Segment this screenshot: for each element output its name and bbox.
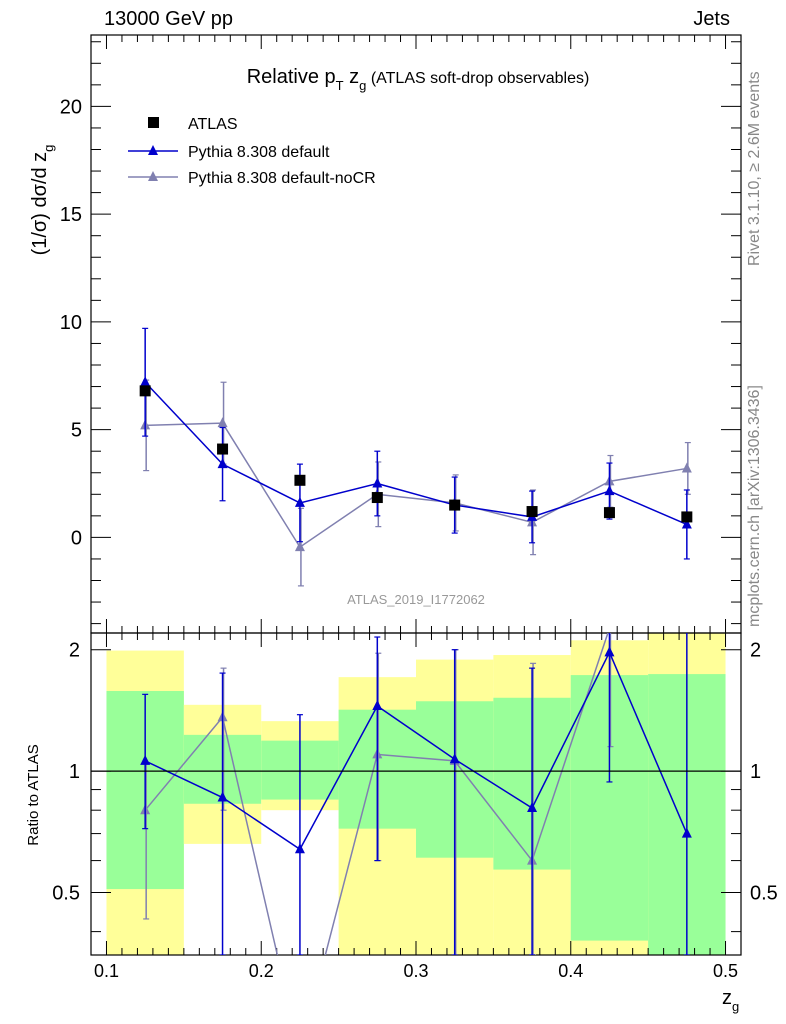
ratio-series (140, 622, 692, 955)
legend-marker-atlas (148, 117, 159, 128)
point-pythia-default (294, 496, 305, 507)
mcplots-label: mcplots.cern.ch [arXiv:1306.3436] (746, 385, 763, 627)
x-tick-label: 0.3 (403, 961, 428, 981)
y-tick-label: 15 (60, 204, 82, 226)
x-axis-label: zg (722, 987, 739, 1014)
legend-label-atlas: ATLAS (188, 116, 238, 133)
main-series (139, 327, 693, 587)
legend-marker-pythia-default (148, 145, 158, 155)
point-atlas (371, 492, 383, 504)
legend-label-pythia-nocr: Pythia 8.308 default-noCR (188, 170, 376, 187)
x-tick-label: 0.5 (713, 961, 738, 981)
y-tick-label: 5 (71, 420, 82, 442)
ratio-point-pythia-nocr (604, 622, 614, 632)
ratio-y-tick-label: 0.5 (52, 883, 80, 905)
ratio-point-pythia-default (527, 802, 538, 813)
legend-marker-pythia-nocr (148, 171, 158, 181)
ratio-y-tick-label: 2 (69, 640, 80, 662)
point-atlas (139, 385, 151, 397)
point-atlas (603, 507, 615, 519)
y-tick-label: 0 (71, 527, 82, 549)
ratio-uncertainty-bands (106, 633, 726, 955)
point-atlas (526, 506, 538, 518)
point-pythia-default (217, 458, 228, 469)
point-atlas (681, 511, 693, 523)
point-pythia-default (140, 376, 151, 387)
point-pythia-nocr (681, 462, 692, 473)
x-tick-label: 0.1 (94, 961, 119, 981)
header-right-label: Jets (693, 8, 730, 30)
ratio-line-pythia-nocr (144, 633, 609, 955)
ratio-y-tick-label-right: 0.5 (750, 883, 778, 905)
point-pythia-default (681, 518, 692, 529)
point-atlas (294, 474, 306, 486)
point-atlas (217, 443, 229, 455)
ratio-line-pythia-default (144, 650, 688, 851)
legend-label-pythia-default: Pythia 8.308 default (188, 144, 330, 161)
point-pythia-nocr (217, 417, 228, 428)
point-atlas (449, 499, 461, 511)
ratio-point-pythia-default (140, 754, 151, 765)
point-pythia-default (372, 477, 383, 488)
ratio-y-tick-label-right: 1 (750, 761, 761, 783)
series-line-pythia-default (144, 381, 688, 526)
x-tick-label: 0.4 (558, 961, 583, 981)
y-tick-label: 10 (60, 312, 82, 334)
ratio-point-pythia-default (604, 646, 615, 657)
main-y-axis-label: (1/σ) dσ/d zg (29, 145, 56, 256)
header-left-label: 13000 GeV pp (104, 8, 233, 30)
point-pythia-default (604, 485, 615, 496)
ratio-point-pythia-default (681, 827, 692, 838)
point-pythia-nocr (294, 541, 305, 552)
axis-ticks: 0.1 0.2 0.3 0.4 0.5 0 5 10 15 20 0.5 0.5 1 1 2 2 (52, 35, 778, 981)
ratio-series-clipped (140, 622, 692, 955)
ratio-y-tick-label-right: 2 (750, 640, 761, 662)
ratio-point-pythia-default (217, 791, 228, 802)
y-tick-label: 20 (60, 96, 82, 118)
ratio-point-pythia-default (294, 843, 305, 854)
ratio-y-tick-label: 1 (69, 761, 80, 783)
x-tick-label: 0.2 (249, 961, 274, 981)
ratio-point-pythia-default (372, 700, 383, 711)
plot-title: Relative pT zg (ATLAS soft-drop observab… (247, 66, 590, 93)
legend: ATLAS Pythia 8.308 default Pythia 8.308 … (128, 116, 376, 187)
ratio-point-pythia-default (449, 753, 460, 764)
series-line-pythia-nocr (145, 422, 687, 549)
analysis-id: ATLAS_2019_I1772062 (347, 592, 485, 607)
ratio-y-axis-label: Ratio to ATLAS (25, 744, 42, 845)
rivet-version-label: Rivet 3.1.10, ≥ 2.6M events (746, 71, 763, 266)
